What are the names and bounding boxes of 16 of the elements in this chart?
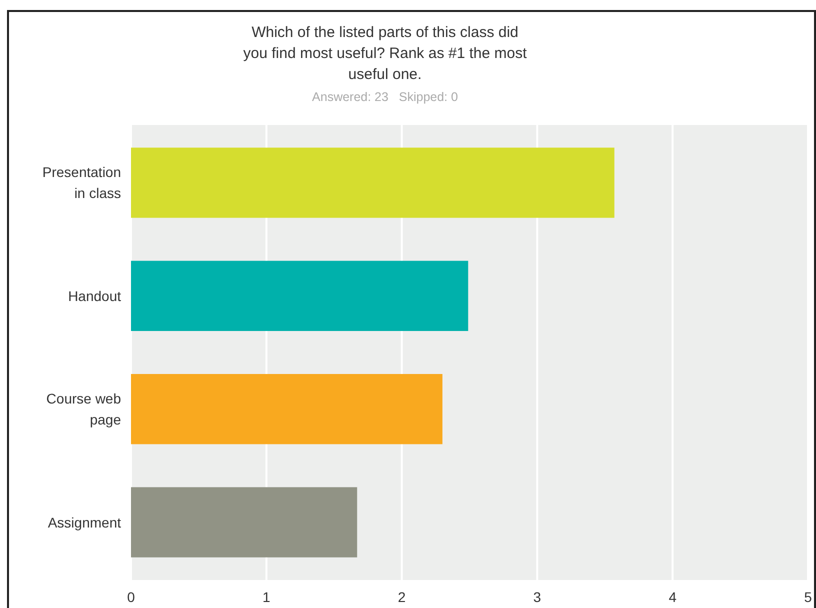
- bar: [131, 487, 358, 558]
- bar: [131, 148, 614, 218]
- y-tick-label: Handout: [68, 288, 122, 304]
- bar: [131, 374, 442, 444]
- y-tick-label: Course web page: [46, 390, 122, 428]
- x-tick-label: 2: [398, 589, 406, 605]
- bar: [131, 260, 468, 331]
- x-tick-label: 1: [262, 589, 270, 605]
- chart-subtitle: Answered: 23 Skipped: 0: [312, 90, 458, 104]
- x-tick-label: 0: [127, 589, 136, 605]
- x-tick-label: 4: [668, 589, 677, 605]
- chart-title: Which of the listed parts of this class did you find most useful? Rank as #1 the most useful one.: [243, 24, 528, 83]
- x-tick-label: 5: [804, 589, 812, 605]
- y-tick-label: Assignment: [48, 514, 122, 530]
- y-tick-label: Presentation in class: [42, 164, 121, 202]
- x-tick-label: 3: [533, 589, 542, 605]
